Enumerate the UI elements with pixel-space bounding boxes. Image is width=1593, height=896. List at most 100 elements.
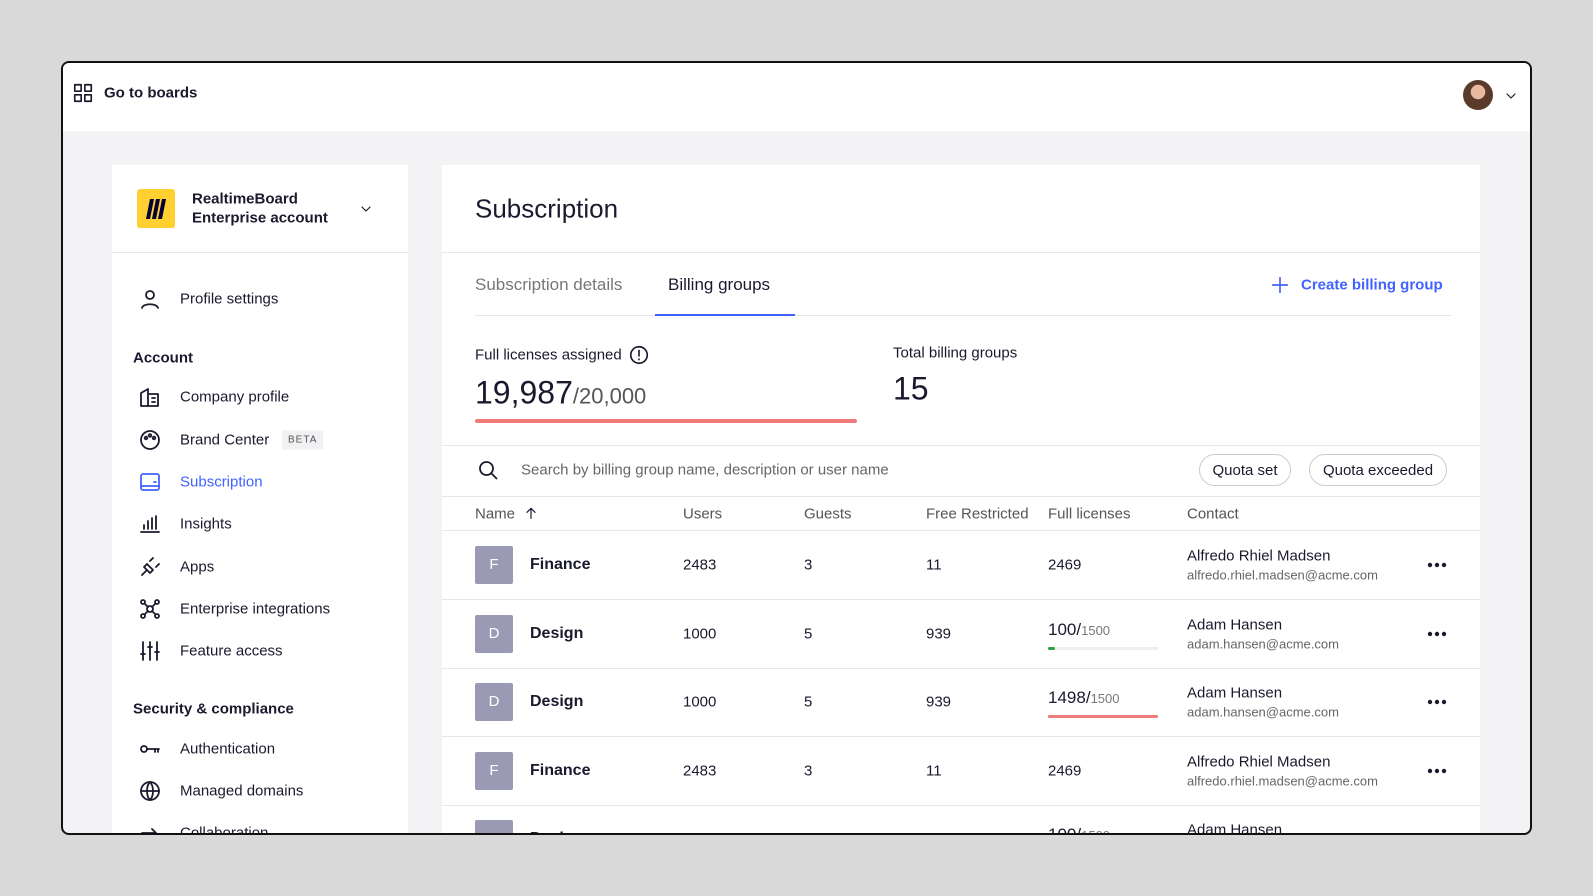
groups-label: Total billing groups: [893, 344, 1018, 362]
users: 1000: [683, 831, 716, 834]
column-header: Free Restricted: [926, 505, 1029, 523]
menu-item[interactable]: Feature access: [180, 642, 283, 660]
group-name[interactable]: Design: [530, 625, 584, 642]
menu-icon[interactable]: [138, 639, 162, 663]
users: 1000: [683, 625, 717, 643]
contact-name: Alfredo Rhiel Madsen: [1187, 547, 1331, 565]
separator: /: [1076, 825, 1082, 835]
menu-icon[interactable]: [138, 555, 162, 579]
menu-icon[interactable]: [138, 428, 162, 452]
free-restricted: 939: [926, 625, 952, 643]
quota-bar: [1048, 715, 1158, 718]
menu-item[interactable]: Collaboration: [180, 824, 269, 835]
menu-icon[interactable]: [138, 512, 162, 536]
title-divider: [442, 252, 1480, 253]
sort-arrow[interactable]: [523, 505, 539, 521]
group-name[interactable]: Finance: [530, 556, 591, 573]
menu-item[interactable]: Enterprise integrations: [180, 600, 331, 618]
filter-pill[interactable]: Quota set: [1199, 454, 1291, 486]
row-menu[interactable]: [1425, 827, 1449, 833]
row-divider: [442, 736, 1480, 737]
free-restricted: 11: [926, 556, 942, 574]
menu-icon[interactable]: [138, 597, 162, 621]
free-restricted: 939: [926, 831, 951, 834]
search-divider: [442, 496, 1480, 497]
contact-name: Adam Hansen: [1187, 616, 1283, 634]
used: 1498: [1048, 688, 1086, 707]
menu-item[interactable]: Brand Center: [180, 431, 270, 449]
limit: 1500: [1090, 691, 1120, 706]
menu-item[interactable]: Insights: [180, 515, 232, 533]
full-licenses: 2469: [1048, 762, 1082, 780]
go-to-boards[interactable]: Go to boards: [104, 84, 198, 102]
sidebar: [112, 165, 408, 833]
contact-email: adam.hansen@acme.com: [1187, 704, 1339, 720]
guests: 5: [804, 693, 813, 711]
column-header[interactable]: Name: [475, 505, 516, 523]
group-avatar: F: [475, 546, 513, 584]
profile-settings[interactable]: Profile settings: [180, 290, 279, 308]
groups-count: 15: [893, 370, 929, 407]
row-divider: [442, 599, 1480, 600]
contact-email: alfredo.rhiel.madsen@acme.com: [1187, 773, 1378, 789]
menu-item[interactable]: Company profile: [180, 388, 290, 406]
users: 1000: [683, 693, 717, 711]
users: 2483: [683, 762, 717, 780]
full-licenses: 1498/1500: [1048, 688, 1119, 708]
row-menu[interactable]: [1425, 553, 1449, 577]
licenses-bar: [475, 419, 857, 423]
boards-icon[interactable]: [72, 82, 94, 104]
menu-item[interactable]: Managed domains: [180, 782, 304, 800]
profile-icon[interactable]: [138, 287, 162, 311]
filter-pill[interactable]: Quota exceeded: [1309, 454, 1447, 486]
plus-icon[interactable]: [1269, 274, 1291, 296]
account-name[interactable]: RealtimeBoard: [192, 190, 298, 208]
separator: /: [1076, 620, 1082, 639]
menu-icon[interactable]: [138, 385, 162, 409]
row-menu[interactable]: [1425, 759, 1449, 783]
menu-icon[interactable]: [138, 470, 162, 494]
row-menu[interactable]: [1425, 690, 1449, 714]
separator: /: [1085, 688, 1091, 707]
menu-item[interactable]: Subscription: [180, 473, 263, 491]
group-name[interactable]: Design: [530, 830, 583, 833]
group-name[interactable]: Finance: [530, 762, 591, 779]
group-avatar: F: [475, 752, 513, 790]
full-licenses: 100/1500: [1048, 620, 1110, 640]
group-avatar: D: [475, 820, 513, 833]
row-menu[interactable]: [1425, 622, 1449, 646]
licenses-count: 19,987/20,000: [475, 375, 646, 412]
avatar-chevron[interactable]: [1503, 88, 1519, 104]
guests: 3: [804, 762, 813, 780]
info-icon[interactable]: [628, 344, 650, 366]
section-title: Security & compliance: [133, 700, 294, 718]
column-header: Users: [683, 505, 723, 523]
avatar[interactable]: [1463, 80, 1493, 110]
account-chevron[interactable]: [358, 201, 374, 217]
menu-icon[interactable]: [138, 821, 162, 833]
guests: 3: [804, 556, 813, 574]
guests: 5: [804, 831, 812, 834]
create-billing-group[interactable]: Create billing group: [1301, 276, 1443, 294]
contact-name: Adam Hansen: [1187, 684, 1283, 702]
account-type[interactable]: Enterprise account: [192, 209, 328, 227]
quota-track: [1048, 647, 1158, 650]
menu-icon[interactable]: [138, 779, 162, 803]
limit: 20,000: [579, 383, 647, 409]
search-icon[interactable]: [476, 458, 500, 482]
column-header: Guests: [804, 505, 852, 523]
menu-icon[interactable]: [138, 737, 162, 761]
full-licenses: 100/1500: [1048, 825, 1110, 835]
tab[interactable]: Subscription details: [475, 275, 623, 294]
separator: /: [572, 383, 579, 409]
contact-email: adam.hansen@acme.com: [1187, 636, 1339, 652]
group-name[interactable]: Design: [530, 693, 584, 710]
page-title: Subscription: [475, 193, 619, 224]
tab[interactable]: Billing groups: [668, 275, 771, 294]
group-avatar: D: [475, 683, 513, 721]
menu-item[interactable]: Apps: [180, 558, 215, 576]
free-restricted: 939: [926, 693, 952, 711]
menu-item[interactable]: Authentication: [180, 740, 276, 758]
search-input[interactable]: Search by billing group name, descriptio…: [521, 461, 889, 479]
